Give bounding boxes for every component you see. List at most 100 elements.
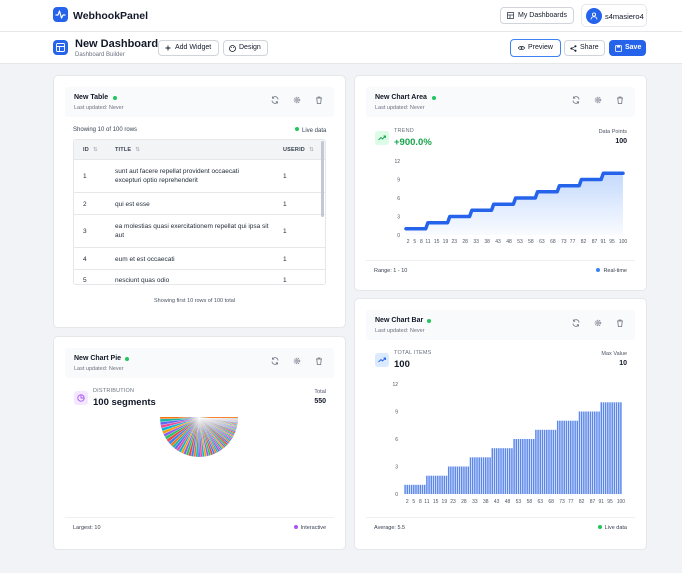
bar[interactable] xyxy=(458,466,461,495)
bar[interactable] xyxy=(482,457,485,494)
bar[interactable] xyxy=(576,420,579,494)
bar[interactable] xyxy=(463,466,465,495)
bar[interactable] xyxy=(526,439,528,494)
bar[interactable] xyxy=(450,466,452,495)
bar[interactable] xyxy=(500,448,502,494)
design-button[interactable]: Design xyxy=(223,40,268,56)
bar[interactable] xyxy=(589,411,592,495)
bar[interactable] xyxy=(476,457,478,494)
gear-icon[interactable] xyxy=(293,96,301,104)
bar[interactable] xyxy=(504,448,507,494)
bar[interactable] xyxy=(559,420,561,494)
col-header-id[interactable]: ID ⇅ xyxy=(83,147,98,153)
add-widget-button[interactable]: Add Widget xyxy=(158,40,219,56)
bar[interactable] xyxy=(461,466,463,495)
bar[interactable] xyxy=(613,402,616,494)
bar[interactable] xyxy=(491,448,494,494)
bar[interactable] xyxy=(410,484,413,494)
bar[interactable] xyxy=(517,439,520,494)
refresh-icon[interactable] xyxy=(572,96,580,104)
bar[interactable] xyxy=(548,429,550,494)
refresh-icon[interactable] xyxy=(572,319,580,327)
table-row[interactable]: 2 qui est esse 1 xyxy=(74,193,325,215)
bar[interactable] xyxy=(423,484,426,494)
bar[interactable] xyxy=(546,429,548,494)
bar[interactable] xyxy=(550,429,552,494)
bar[interactable] xyxy=(620,402,622,494)
bar[interactable] xyxy=(415,484,417,494)
bar[interactable] xyxy=(515,439,518,494)
bar[interactable] xyxy=(602,402,605,494)
bar[interactable] xyxy=(535,429,537,494)
bar[interactable] xyxy=(528,439,531,494)
bar[interactable] xyxy=(480,457,483,494)
bar[interactable] xyxy=(452,466,454,495)
bar[interactable] xyxy=(406,484,409,494)
bar[interactable] xyxy=(580,411,583,495)
bar[interactable] xyxy=(513,439,515,494)
bar[interactable] xyxy=(454,466,456,495)
pie-slice[interactable] xyxy=(160,413,200,419)
table-row[interactable]: 3 ea molestias quasi exercitationem repe… xyxy=(74,215,325,248)
table-row[interactable]: 4 eum et est occaecati 1 xyxy=(74,248,325,270)
bar[interactable] xyxy=(445,475,448,494)
bar[interactable] xyxy=(495,448,498,494)
bar[interactable] xyxy=(563,420,565,494)
bar[interactable] xyxy=(530,439,533,494)
trash-icon[interactable] xyxy=(315,96,323,104)
bar[interactable] xyxy=(598,411,600,495)
pie-slice[interactable] xyxy=(161,413,200,419)
preview-button[interactable]: Preview xyxy=(510,39,561,57)
bar[interactable] xyxy=(617,402,620,494)
bar[interactable] xyxy=(591,411,594,495)
bar[interactable] xyxy=(539,429,541,494)
bar[interactable] xyxy=(456,466,459,495)
bar[interactable] xyxy=(447,466,450,495)
table-row[interactable]: 5 nesciunt quas odio 1 xyxy=(74,270,325,284)
bar[interactable] xyxy=(600,402,603,494)
gear-icon[interactable] xyxy=(594,96,602,104)
refresh-icon[interactable] xyxy=(271,96,279,104)
trash-icon[interactable] xyxy=(315,357,323,365)
bar[interactable] xyxy=(404,484,406,494)
bar[interactable] xyxy=(441,475,443,494)
pie-slice[interactable] xyxy=(198,414,239,419)
bar[interactable] xyxy=(489,457,491,494)
table-scrollbar[interactable] xyxy=(321,141,324,217)
bar[interactable] xyxy=(502,448,504,494)
save-button[interactable]: Save xyxy=(609,40,646,56)
bar[interactable] xyxy=(554,429,557,494)
bar[interactable] xyxy=(493,448,496,494)
bar[interactable] xyxy=(541,429,544,494)
bar[interactable] xyxy=(570,420,572,494)
bar[interactable] xyxy=(567,420,570,494)
bar[interactable] xyxy=(537,429,539,494)
bar[interactable] xyxy=(561,420,563,494)
table-row[interactable]: 1 sunt aut facere repellat provident occ… xyxy=(74,160,325,193)
gear-icon[interactable] xyxy=(293,357,301,365)
bar[interactable] xyxy=(607,402,609,494)
bar[interactable] xyxy=(604,402,607,494)
bar[interactable] xyxy=(543,429,546,494)
share-button[interactable]: Share xyxy=(564,40,605,56)
refresh-icon[interactable] xyxy=(271,357,279,365)
bar[interactable] xyxy=(426,475,428,494)
bar[interactable] xyxy=(585,411,587,495)
gear-icon[interactable] xyxy=(594,319,602,327)
col-header-title[interactable]: TITLE ⇅ xyxy=(115,147,141,153)
bar[interactable] xyxy=(587,411,589,495)
bar[interactable] xyxy=(615,402,618,494)
bar[interactable] xyxy=(478,457,480,494)
bar[interactable] xyxy=(469,457,472,494)
bar[interactable] xyxy=(408,484,411,494)
bar[interactable] xyxy=(611,402,613,494)
bar[interactable] xyxy=(522,439,524,494)
bar[interactable] xyxy=(609,402,611,494)
trash-icon[interactable] xyxy=(616,96,624,104)
bar[interactable] xyxy=(596,411,598,495)
bar[interactable] xyxy=(532,439,535,494)
bar[interactable] xyxy=(552,429,555,494)
bar[interactable] xyxy=(428,475,430,494)
bar[interactable] xyxy=(439,475,441,494)
bar[interactable] xyxy=(594,411,596,495)
